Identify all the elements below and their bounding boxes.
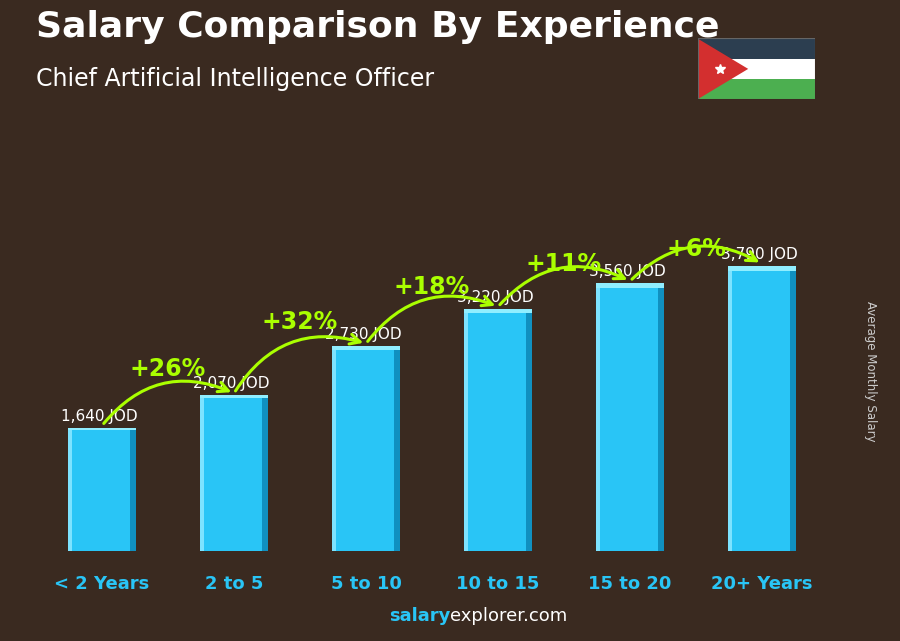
- Text: Chief Artificial Intelligence Officer: Chief Artificial Intelligence Officer: [36, 67, 434, 91]
- Text: 2,070 JOD: 2,070 JOD: [194, 376, 270, 392]
- Text: explorer.com: explorer.com: [450, 607, 567, 625]
- Bar: [728, 266, 796, 271]
- Text: 20+ Years: 20+ Years: [711, 576, 813, 594]
- Text: 5 to 10: 5 to 10: [330, 576, 401, 594]
- Bar: [596, 283, 600, 551]
- Bar: [332, 346, 400, 551]
- Bar: [394, 346, 400, 551]
- Bar: [596, 283, 664, 551]
- Bar: [68, 428, 136, 430]
- Bar: [698, 79, 814, 99]
- Text: +32%: +32%: [262, 310, 338, 334]
- Text: +6%: +6%: [666, 237, 726, 261]
- Bar: [728, 266, 733, 551]
- Bar: [790, 266, 796, 551]
- Text: +11%: +11%: [526, 252, 602, 276]
- Polygon shape: [698, 38, 748, 99]
- Text: < 2 Years: < 2 Years: [54, 576, 149, 594]
- Bar: [200, 395, 268, 398]
- Text: 1,640 JOD: 1,640 JOD: [61, 409, 138, 424]
- Bar: [200, 395, 268, 551]
- Bar: [262, 395, 268, 551]
- Bar: [332, 346, 400, 349]
- Text: Average Monthly Salary: Average Monthly Salary: [865, 301, 878, 442]
- Text: 3,790 JOD: 3,790 JOD: [721, 247, 797, 262]
- Bar: [526, 309, 532, 551]
- Text: 3,560 JOD: 3,560 JOD: [589, 264, 666, 279]
- Bar: [728, 266, 796, 551]
- Bar: [130, 428, 136, 551]
- Text: 2,730 JOD: 2,730 JOD: [325, 327, 401, 342]
- Text: 10 to 15: 10 to 15: [456, 576, 540, 594]
- Bar: [464, 309, 532, 313]
- Bar: [332, 346, 337, 551]
- Bar: [658, 283, 664, 551]
- Bar: [464, 309, 469, 551]
- Text: +18%: +18%: [394, 275, 470, 299]
- Text: Salary Comparison By Experience: Salary Comparison By Experience: [36, 10, 719, 44]
- Text: 15 to 20: 15 to 20: [589, 576, 671, 594]
- Text: salary: salary: [389, 607, 450, 625]
- Bar: [698, 59, 814, 79]
- Bar: [596, 283, 664, 288]
- Text: +26%: +26%: [130, 357, 206, 381]
- Bar: [464, 309, 532, 551]
- Text: 2 to 5: 2 to 5: [205, 576, 263, 594]
- Text: 3,220 JOD: 3,220 JOD: [457, 290, 534, 305]
- Bar: [698, 38, 814, 59]
- Bar: [68, 428, 73, 551]
- Bar: [200, 395, 204, 551]
- Bar: [68, 428, 136, 551]
